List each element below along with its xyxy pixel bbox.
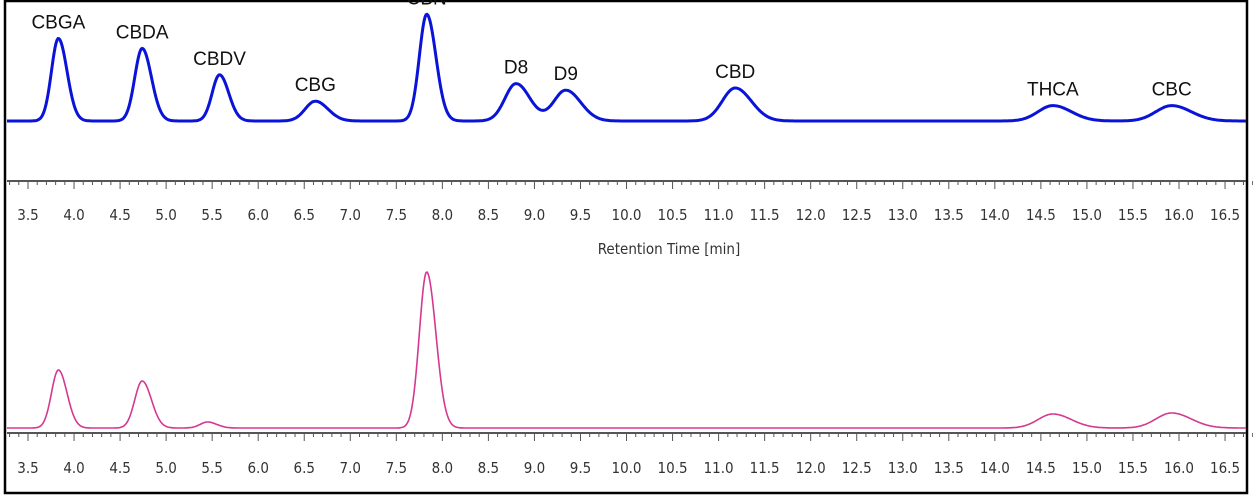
x-tick-label: 5.5 [201, 206, 222, 224]
lower-x-axis: 3.5 4.0 4.5 5.0 5.5 6.0 6.5 7.0 7.5 8.0 8.5 9.0 9.5 1… [7, 432, 1253, 477]
x-tick-label: 11.5 [750, 206, 780, 224]
x-tick-label: 11.0 [704, 206, 734, 224]
x-tick-label: 8.0 [432, 206, 453, 224]
x-tick-label: 8.5 [478, 459, 499, 477]
x-tick-label: 3.5 [17, 459, 38, 477]
x-tick-label: 4.0 [63, 206, 84, 224]
x-tick-label: 3.5 [17, 206, 38, 224]
peak-label-cbdv: CBDV [193, 49, 246, 70]
lower-plot [7, 271, 1246, 429]
x-tick-label: 15.0 [1072, 206, 1102, 224]
peak-label-cbga: CBGA [31, 13, 85, 34]
upper-plot: CBGA CBDA CBDV CBG CBN D8 D9 CBD THCA CBC [7, 0, 1246, 123]
x-tick-label: 14.0 [980, 206, 1010, 224]
peak-label-cbd: CBD [715, 62, 755, 83]
x-tick-label: 14.5 [1026, 459, 1056, 477]
x-tick-label: 9.5 [570, 459, 591, 477]
peak-label-d9: D9 [554, 64, 578, 85]
x-tick-label: 12.0 [796, 206, 826, 224]
x-tick-label: 14.5 [1026, 206, 1056, 224]
x-tick-label: 13.0 [888, 459, 918, 477]
x-tick-label: 15.0 [1072, 459, 1102, 477]
x-tick-label: 5.0 [155, 206, 176, 224]
x-tick-label: 6.0 [247, 206, 268, 224]
x-tick-label: 10.5 [658, 206, 688, 224]
x-axis-title: Retention Time [min] [598, 240, 741, 258]
x-tick-label: 6.5 [294, 206, 315, 224]
x-tick-label: 6.0 [247, 459, 268, 477]
x-tick-label: 11.5 [750, 459, 780, 477]
x-tick-label: 8.0 [432, 459, 453, 477]
x-tick-label: 10.5 [658, 459, 688, 477]
x-tick-label: 7.0 [340, 206, 361, 224]
peak-label-cbg: CBG [295, 75, 336, 96]
x-tick-label: 10.0 [611, 459, 641, 477]
x-tick-label: 4.0 [63, 459, 84, 477]
x-tick-label: 9.5 [570, 206, 591, 224]
x-tick-label: 10.0 [611, 206, 641, 224]
x-tick-label: 9.0 [524, 459, 545, 477]
figure-frame [3, 0, 1249, 495]
x-tick-label: 5.0 [155, 459, 176, 477]
x-tick-label: 4.5 [109, 459, 130, 477]
x-tick-label: 15.5 [1118, 459, 1148, 477]
x-tick-label: 4.5 [109, 206, 130, 224]
x-tick-label: 14.0 [980, 459, 1010, 477]
x-tick-label: 16.0 [1164, 459, 1194, 477]
x-tick-label: 12.0 [796, 459, 826, 477]
peak-label-cbn: CBN [407, 0, 447, 9]
x-tick-label: 12.5 [842, 459, 872, 477]
x-tick-label: 16.0 [1164, 206, 1194, 224]
x-tick-label: 12.5 [842, 206, 872, 224]
x-tick-label: 13.0 [888, 206, 918, 224]
peak-label-thca: THCA [1027, 80, 1079, 101]
x-tick-label: 13.5 [934, 206, 964, 224]
x-tick-label: 9.0 [524, 206, 545, 224]
x-tick-label: 16.5 [1210, 459, 1240, 477]
x-tick-label: 11.0 [704, 459, 734, 477]
x-tick-label: 15.5 [1118, 206, 1148, 224]
x-tick-label: 7.0 [340, 459, 361, 477]
peak-label-cbc: CBC [1152, 80, 1192, 101]
standard-trace [7, 12, 1246, 123]
x-tick-label: 16.5 [1210, 206, 1240, 224]
sample-trace [7, 271, 1246, 429]
x-tick-label: 6.5 [294, 459, 315, 477]
x-tick-label: 7.5 [386, 206, 407, 224]
x-tick-label: 5.5 [201, 459, 222, 477]
x-tick-label: 8.5 [478, 206, 499, 224]
peak-label-d8: D8 [504, 58, 528, 79]
x-tick-label: 13.5 [934, 459, 964, 477]
upper-x-axis: 3.5 4.0 4.5 5.0 5.5 6.0 6.5 7.0 7.5 8.0 8.5 9.0 9.5 1… [7, 180, 1253, 224]
x-tick-label: 7.5 [386, 459, 407, 477]
peak-label-cbda: CBDA [116, 22, 169, 43]
